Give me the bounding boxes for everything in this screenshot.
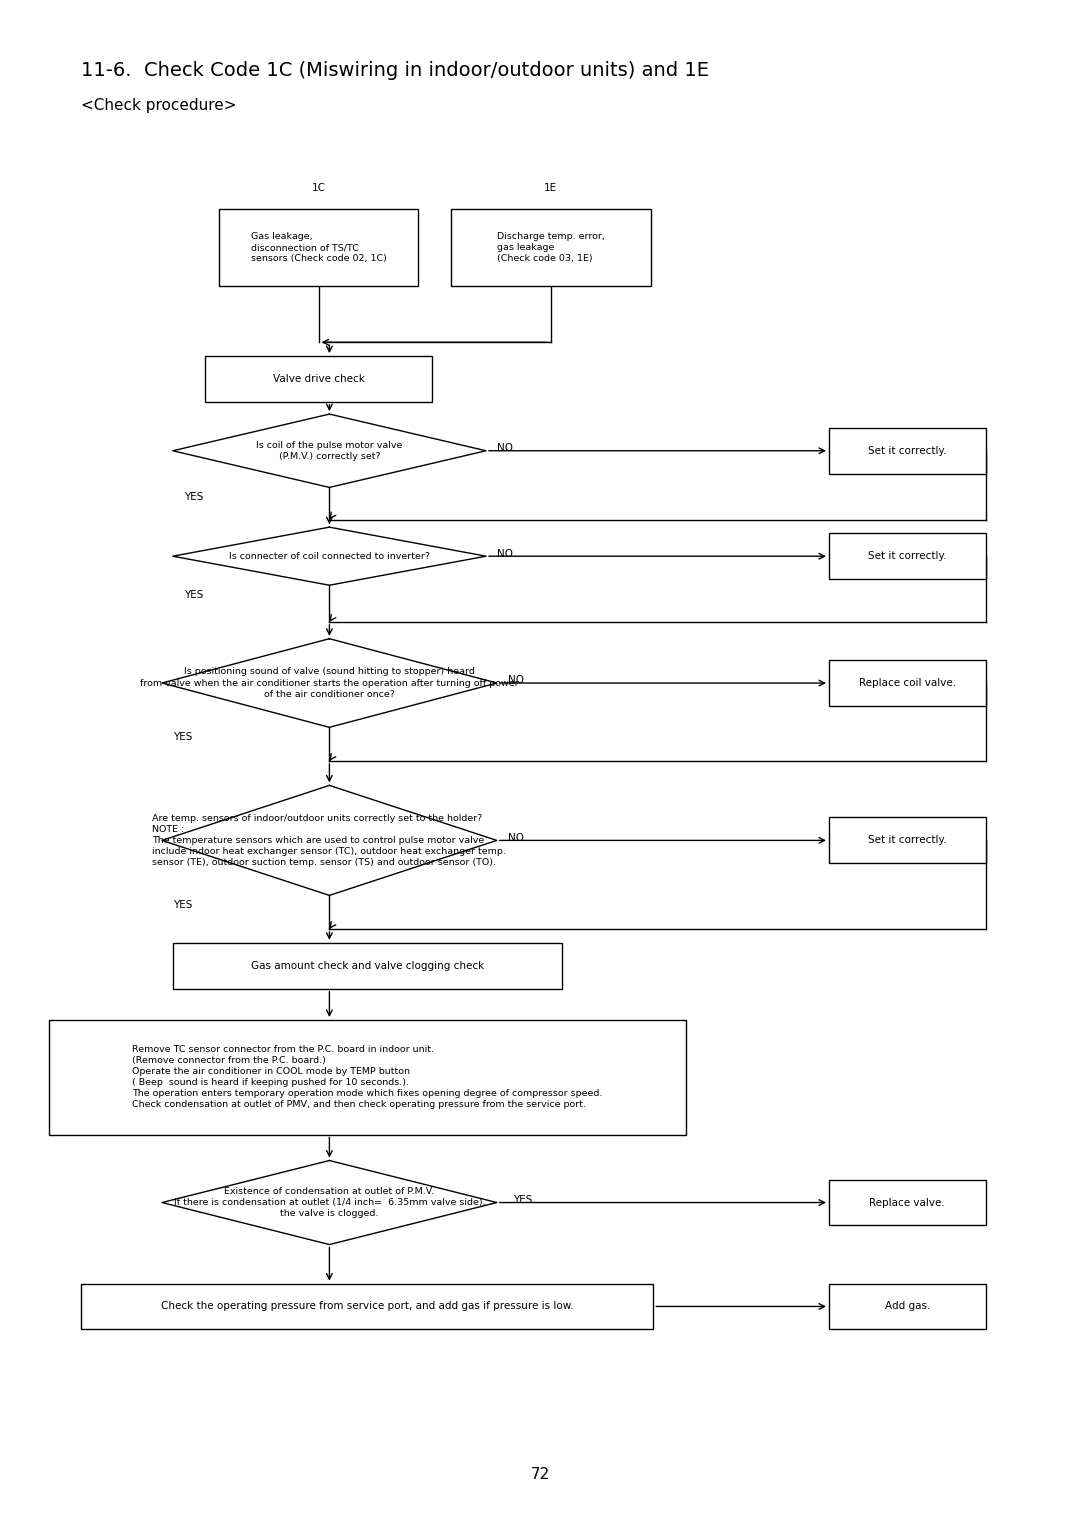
Text: NO: NO (497, 549, 513, 559)
FancyBboxPatch shape (829, 660, 986, 706)
Text: Valve drive check: Valve drive check (272, 374, 365, 384)
Text: Is connecter of coil connected to inverter?: Is connecter of coil connected to invert… (229, 552, 430, 561)
FancyBboxPatch shape (829, 533, 986, 579)
Polygon shape (162, 1161, 497, 1244)
FancyBboxPatch shape (451, 209, 650, 286)
FancyBboxPatch shape (829, 1284, 986, 1329)
Text: Set it correctly.: Set it correctly. (868, 446, 946, 455)
Text: <Check procedure>: <Check procedure> (81, 98, 237, 113)
Text: YES: YES (513, 1195, 532, 1206)
Text: Replace valve.: Replace valve. (869, 1198, 945, 1207)
FancyBboxPatch shape (829, 817, 986, 863)
FancyBboxPatch shape (81, 1284, 653, 1329)
Polygon shape (173, 414, 486, 487)
Text: Remove TC sensor connector from the P.C. board in indoor unit.
(Remove connector: Remove TC sensor connector from the P.C.… (132, 1045, 603, 1109)
Text: Add gas.: Add gas. (885, 1302, 930, 1311)
FancyBboxPatch shape (829, 1180, 986, 1225)
Text: Discharge temp. error,
gas leakage
(Check code 03, 1E): Discharge temp. error, gas leakage (Chec… (497, 232, 605, 263)
Text: 1C: 1C (312, 182, 325, 193)
Polygon shape (162, 785, 497, 895)
Text: YES: YES (173, 900, 192, 911)
Text: 72: 72 (530, 1467, 550, 1482)
Text: NO: NO (508, 675, 524, 686)
FancyBboxPatch shape (829, 428, 986, 474)
Text: 1E: 1E (544, 182, 557, 193)
Text: NO: NO (497, 443, 513, 454)
FancyBboxPatch shape (49, 1021, 686, 1134)
Text: Are temp. sensors of indoor/outdoor units correctly set to the holder?
NOTE :
Th: Are temp. sensors of indoor/outdoor unit… (152, 814, 507, 866)
Text: Replace coil valve.: Replace coil valve. (859, 678, 956, 688)
Text: Set it correctly.: Set it correctly. (868, 552, 946, 561)
Text: YES: YES (184, 590, 203, 601)
Text: 11-6.  Check Code 1C (Miswiring in indoor/outdoor units) and 1E: 11-6. Check Code 1C (Miswiring in indoor… (81, 61, 708, 79)
Polygon shape (162, 639, 497, 727)
FancyBboxPatch shape (218, 209, 418, 286)
Text: NO: NO (508, 833, 524, 843)
Text: Gas leakage,
disconnection of TS/TC
sensors (Check code 02, 1C): Gas leakage, disconnection of TS/TC sens… (251, 232, 387, 263)
Text: Is positioning sound of valve (sound hitting to stopper) heard
from valve when t: Is positioning sound of valve (sound hit… (140, 668, 518, 698)
FancyBboxPatch shape (173, 943, 562, 989)
Text: Set it correctly.: Set it correctly. (868, 836, 946, 845)
Text: Is coil of the pulse motor valve
(P.M.V.) correctly set?: Is coil of the pulse motor valve (P.M.V.… (256, 440, 403, 461)
Text: YES: YES (173, 732, 192, 743)
Polygon shape (173, 527, 486, 585)
Text: Existence of condensation at outlet of P.M.V.
If there is condensation at outlet: Existence of condensation at outlet of P… (174, 1187, 485, 1218)
Text: YES: YES (184, 492, 203, 503)
Text: Gas amount check and valve clogging check: Gas amount check and valve clogging chec… (251, 961, 484, 970)
FancyBboxPatch shape (205, 356, 432, 402)
Text: Check the operating pressure from service port, and add gas if pressure is low.: Check the operating pressure from servic… (161, 1302, 573, 1311)
